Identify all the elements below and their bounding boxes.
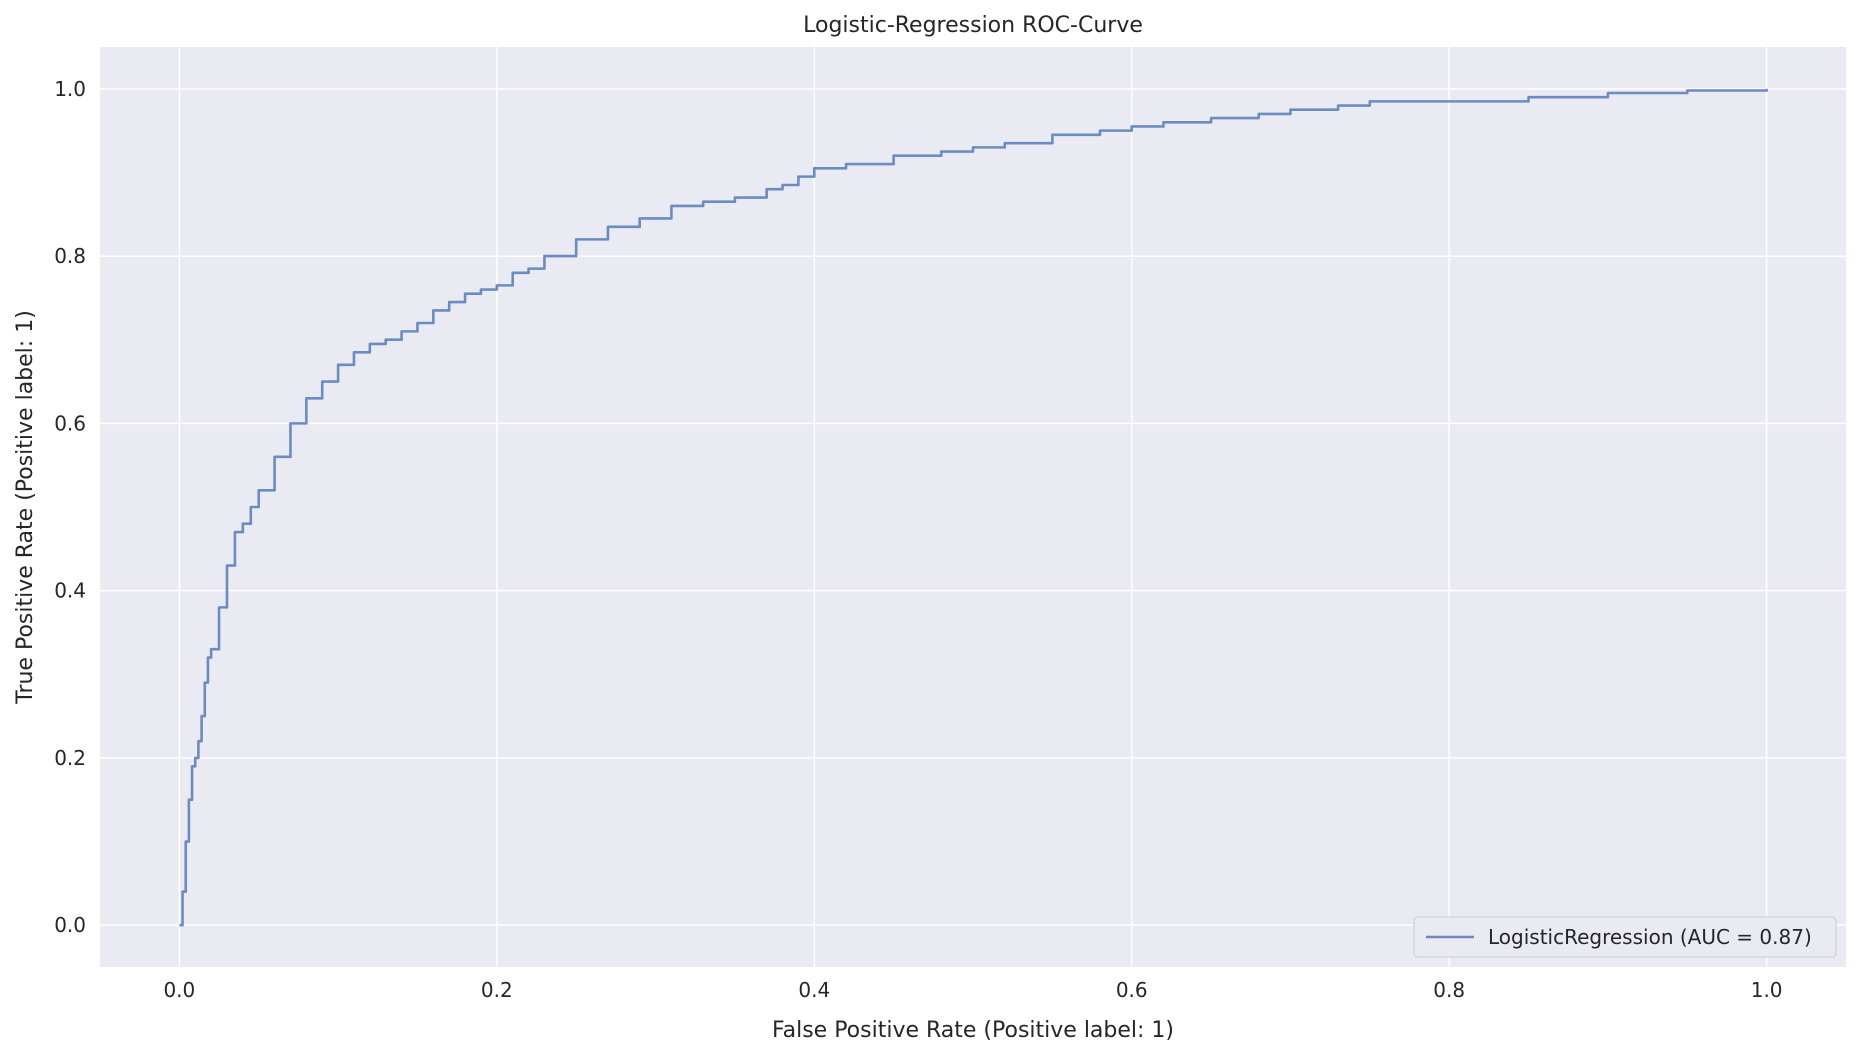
- x-tick-label: 0.6: [1116, 978, 1148, 1002]
- y-tick-label: 0.0: [54, 913, 86, 937]
- x-tick-label: 0.4: [798, 978, 830, 1002]
- y-tick-label: 0.2: [54, 746, 86, 770]
- y-tick-label: 0.6: [54, 411, 86, 435]
- x-tick-label: 0.8: [1433, 978, 1465, 1002]
- legend: LogisticRegression (AUC = 0.87): [1413, 916, 1837, 958]
- legend-label: LogisticRegression (AUC = 0.87): [1488, 925, 1812, 949]
- plot-area: [100, 47, 1846, 967]
- x-axis-label: False Positive Rate (Positive label: 1): [772, 1018, 1174, 1043]
- x-tick-labels: 0.0 0.2 0.4 0.6 0.8 1.0: [163, 978, 1782, 1002]
- x-tick-label: 1.0: [1751, 978, 1783, 1002]
- y-tick-label: 0.4: [54, 579, 86, 603]
- roc-curve-line: [179, 88, 1768, 927]
- legend-box: [1413, 916, 1837, 958]
- x-tick-label: 0.2: [481, 978, 513, 1002]
- series-layer: [179, 88, 1768, 927]
- y-tick-label: 0.8: [54, 244, 86, 268]
- chart-title: Logistic-Regression ROC-Curve: [803, 13, 1143, 38]
- y-tick-label: 1.0: [54, 77, 86, 101]
- x-tick-label: 0.0: [163, 978, 195, 1002]
- y-axis-label: True Positive Rate (Positive label: 1): [13, 310, 38, 705]
- y-tick-labels: 0.0 0.2 0.4 0.6 0.8 1.0: [54, 77, 86, 937]
